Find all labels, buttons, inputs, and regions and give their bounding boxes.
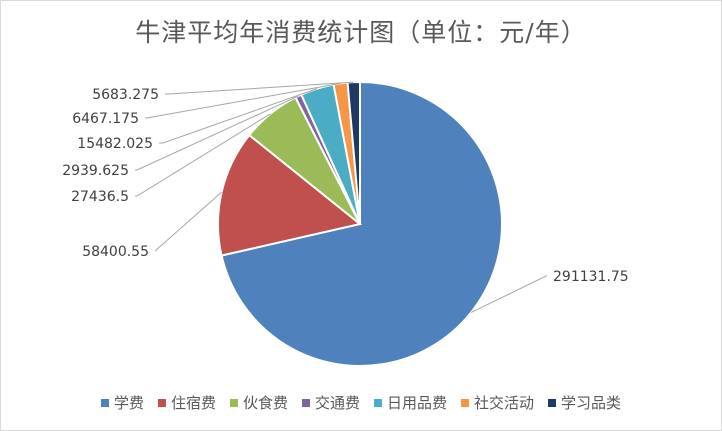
legend-swatch xyxy=(301,398,310,407)
legend-label: 日用品费 xyxy=(387,394,448,412)
leader-line xyxy=(145,82,341,119)
legend-swatch xyxy=(157,398,166,407)
legend-item: 交通费 xyxy=(301,392,360,413)
data-label: 291131.75 xyxy=(553,269,629,285)
data-label: 2939.625 xyxy=(62,163,129,179)
legend: 学费 住宿费 伙食费 交通费 日用品费 社交活动 学习品类 xyxy=(1,392,721,413)
leader-line xyxy=(154,191,222,252)
legend-swatch xyxy=(548,398,557,407)
legend-item: 日用品费 xyxy=(374,392,447,413)
leader-line xyxy=(135,95,299,171)
pie-slice xyxy=(220,80,503,367)
legend-item: 住宿费 xyxy=(157,392,216,413)
data-label: 6467.175 xyxy=(72,111,139,127)
legend-swatch xyxy=(100,398,109,407)
legend-label: 交通费 xyxy=(314,394,360,412)
legend-label: 社交活动 xyxy=(474,394,535,412)
legend-swatch xyxy=(374,398,382,407)
pie-chart: 291131.75 58400.55 27436.5 2939.625 15482.02… xyxy=(62,80,629,367)
legend-label: 学费 xyxy=(113,394,144,412)
data-label: 5683.275 xyxy=(92,87,159,103)
legend-item: 伙食费 xyxy=(229,392,288,413)
chart-title: 牛津平均年消费统计图（单位：元/年） xyxy=(135,18,587,47)
legend-item: 学费 xyxy=(100,392,144,413)
legend-label: 伙食费 xyxy=(242,394,288,412)
pie-slice xyxy=(217,133,363,257)
leader-line xyxy=(159,88,318,144)
data-label: 58400.55 xyxy=(82,244,149,260)
leader-line xyxy=(135,113,271,197)
data-label: 15482.025 xyxy=(77,136,153,152)
legend-item: 学习品类 xyxy=(548,392,621,413)
leader-line xyxy=(165,81,354,95)
data-label: 27436.5 xyxy=(71,189,129,205)
leader-line xyxy=(470,275,547,314)
legend-swatch xyxy=(461,398,470,407)
legend-swatch xyxy=(229,398,238,407)
legend-item: 社交活动 xyxy=(461,392,534,413)
legend-label: 住宿费 xyxy=(170,394,216,412)
legend-label: 学习品类 xyxy=(561,394,622,412)
